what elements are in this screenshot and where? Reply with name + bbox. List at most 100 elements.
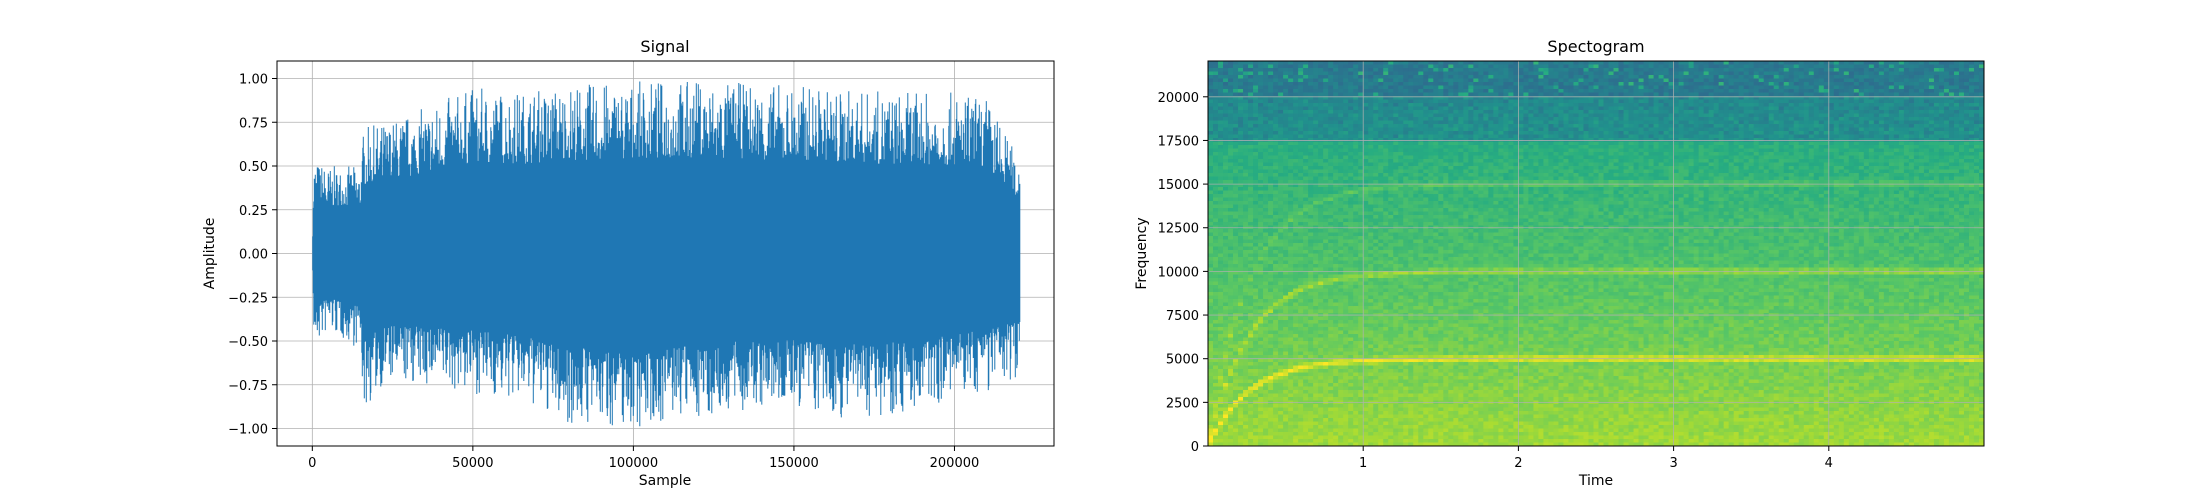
spectrogram-cell — [1363, 348, 1369, 353]
spectrogram-cell — [1318, 407, 1324, 412]
spectrogram-cell — [1408, 78, 1414, 83]
spectrogram-cell — [1328, 68, 1334, 73]
spectrogram-cell — [1223, 418, 1229, 423]
spectrogram-cell — [1328, 82, 1334, 87]
spectrogram-cell — [1223, 169, 1229, 174]
spectrogram-cell — [1223, 141, 1229, 146]
spectrogram-cell — [1278, 330, 1284, 335]
spectrogram-cell — [1208, 432, 1214, 437]
spectrogram-cell — [1258, 316, 1264, 321]
spectrogram-cell — [1428, 211, 1434, 216]
spectrogram-cell — [1378, 404, 1384, 409]
spectrogram-cell — [1273, 99, 1279, 104]
spectrogram-cell — [1428, 204, 1434, 209]
spectrogram-cell — [1383, 344, 1389, 349]
spectrogram-cell — [1278, 439, 1284, 444]
spectrogram-cell — [1373, 386, 1379, 391]
spectrogram-cell — [1428, 197, 1434, 202]
spectrogram-cell — [1263, 64, 1269, 69]
spectrogram-cell — [1373, 316, 1379, 321]
spectrogram-cell — [1303, 180, 1309, 185]
spectrogram-cell — [1338, 320, 1344, 325]
spectrogram-cell — [1423, 271, 1429, 276]
spectrogram-cell — [1273, 61, 1279, 66]
spectrogram-cell — [1343, 327, 1349, 332]
spectrogram-cell — [1423, 330, 1429, 335]
spectrogram-cell — [1273, 337, 1279, 342]
spectrogram-cell — [1278, 432, 1284, 437]
spectrogram-cell — [1423, 309, 1429, 314]
spectrogram-cell — [1378, 187, 1384, 192]
spectrogram-cell — [1253, 208, 1259, 213]
spectrogram-cell — [1273, 379, 1279, 384]
spectrogram-cell — [1253, 71, 1259, 76]
spectrogram-cell — [1418, 372, 1424, 377]
spectrogram-cell — [1323, 68, 1329, 73]
spectrogram-cell — [1343, 264, 1349, 269]
spectrogram-cell — [1253, 323, 1259, 328]
spectrogram-cell — [1243, 327, 1249, 332]
spectrogram-cell — [1283, 239, 1289, 244]
spectrogram-cell — [1353, 113, 1359, 118]
spectrogram-cell — [1208, 334, 1214, 339]
spectrogram-cell — [1243, 180, 1249, 185]
spectrogram-cell — [1238, 169, 1244, 174]
spectrogram-cell — [1298, 271, 1304, 276]
spectrogram-cell — [1358, 393, 1364, 398]
spectrogram-cell — [1373, 428, 1379, 433]
spectrogram-cell — [1238, 64, 1244, 69]
spectrogram-cell — [1378, 257, 1384, 262]
spectrogram-cell — [1258, 92, 1264, 97]
spectrogram-cell — [1243, 208, 1249, 213]
spectrogram-cell — [1418, 439, 1424, 444]
spectrogram-cell — [1278, 348, 1284, 353]
spectrogram-cell — [1353, 141, 1359, 146]
spectrogram-cell — [1318, 211, 1324, 216]
spectrogram-cell — [1378, 260, 1384, 265]
spectrogram-cell — [1343, 330, 1349, 335]
spectrogram-cell — [1398, 295, 1404, 300]
spectrogram-cell — [1218, 85, 1224, 90]
spectrogram-cell — [1288, 208, 1294, 213]
spectrogram-cell — [1358, 99, 1364, 104]
spectrogram-cell — [1383, 229, 1389, 234]
spectrogram-cell — [1233, 134, 1239, 139]
spectrogram-cell — [1283, 386, 1289, 391]
spectrogram-cell — [1328, 201, 1334, 206]
spectrogram-cell — [1318, 190, 1324, 195]
spectrogram-cell — [1378, 316, 1384, 321]
spectrogram-cell — [1288, 71, 1294, 76]
spectrogram-cell — [1288, 127, 1294, 132]
spectrogram-cell — [1263, 407, 1269, 412]
spectrogram-cell — [1373, 260, 1379, 265]
spectrogram-cell — [1393, 250, 1399, 255]
spectrogram-cell — [1228, 190, 1234, 195]
spectrogram-cell — [1268, 106, 1274, 111]
spectrogram-cell — [1363, 75, 1369, 80]
spectrogram-cell — [1288, 215, 1294, 220]
spectrogram-cell — [1393, 432, 1399, 437]
spectrogram-cell — [1418, 330, 1424, 335]
spectrogram-cell — [1293, 365, 1299, 370]
spectrogram-cell — [1313, 229, 1319, 234]
spectrogram-cell — [1268, 253, 1274, 258]
spectrogram-cell — [1328, 246, 1334, 251]
spectrogram-cell — [1288, 376, 1294, 381]
spectrogram-cell — [1233, 180, 1239, 185]
spectrogram-cell — [1383, 407, 1389, 412]
spectrogram-cell — [1223, 344, 1229, 349]
spectrogram-cell — [1363, 103, 1369, 108]
spectrogram-cell — [1348, 260, 1354, 265]
spectrogram-cell — [1408, 243, 1414, 248]
spectrogram-cell — [1408, 96, 1414, 101]
spectrogram-cell — [1308, 348, 1314, 353]
spectrogram-cell — [1273, 232, 1279, 237]
spectrogram-cell — [1233, 292, 1239, 297]
spectrogram-cell — [1363, 302, 1369, 307]
spectrogram-cell — [1423, 418, 1429, 423]
spectrogram-cell — [1248, 141, 1254, 146]
spectrogram-cell — [1408, 229, 1414, 234]
spectrogram-cell — [1428, 113, 1434, 118]
spectrogram-cell — [1353, 208, 1359, 213]
spectrogram-cell — [1263, 61, 1269, 66]
